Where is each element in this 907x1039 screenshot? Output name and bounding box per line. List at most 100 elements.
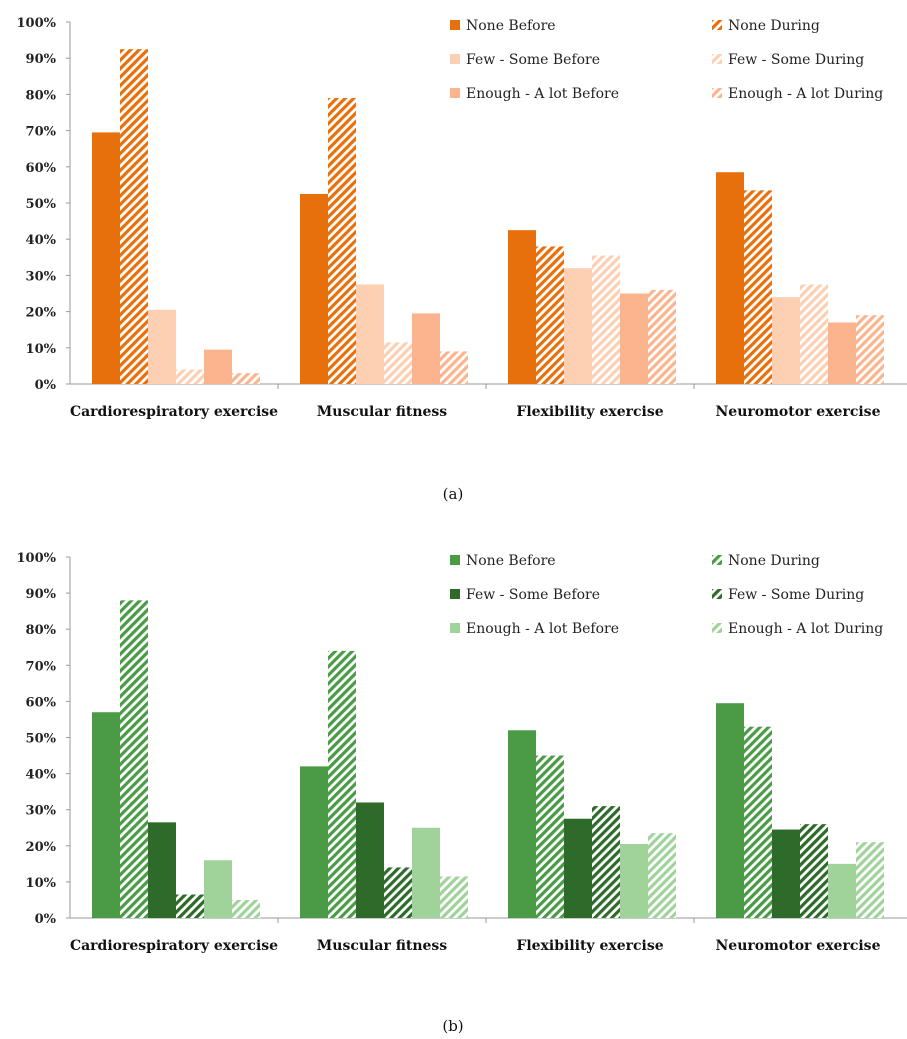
legend-item-few-some-during: Few - Some During [712, 52, 864, 68]
legend-label: Enough - A lot During [728, 621, 883, 637]
y-tick-label: 60% [26, 161, 57, 176]
category-label-muscular-fitness: Muscular fitness [317, 404, 448, 420]
legend-item-enough-a-lot-during: Enough - A lot During [712, 621, 883, 637]
bar-none-during-flexibility-exercise [536, 755, 564, 918]
legend-label: Few - Some Before [466, 587, 600, 603]
legend-label: Few - Some During [728, 52, 864, 68]
legend-swatch [712, 623, 722, 633]
bar-few-some-during-neuromotor-exercise [800, 284, 828, 384]
legend-swatch [712, 20, 722, 30]
bar-enough-a-lot-during-neuromotor-exercise [856, 315, 884, 384]
bar-few-some-during-muscular-fitness [384, 867, 412, 918]
legend-item-few-some-before: Few - Some Before [450, 52, 600, 68]
legend-swatch [712, 88, 722, 98]
y-tick-label: 50% [26, 732, 57, 747]
bar-few-some-before-neuromotor-exercise [772, 829, 800, 918]
category-label-muscular-fitness: Muscular fitness [317, 938, 448, 954]
bar-enough-a-lot-before-flexibility-exercise [620, 843, 648, 918]
y-tick-label: 90% [26, 587, 57, 602]
legend-swatch [712, 54, 722, 64]
bar-enough-a-lot-before-muscular-fitness [412, 313, 440, 384]
legend-item-enough-a-lot-before: Enough - A lot Before [450, 86, 619, 102]
bar-none-during-neuromotor-exercise [744, 726, 772, 918]
legend-item-none-before: None Before [450, 553, 556, 569]
bar-few-some-before-cardiorespiratory-exercise [148, 309, 176, 384]
bar-none-before-cardiorespiratory-exercise [92, 712, 120, 918]
panel-a-label: (a) [443, 485, 464, 503]
legend-item-none-during: None During [712, 18, 820, 34]
bar-enough-a-lot-before-cardiorespiratory-exercise [204, 349, 232, 384]
legend-item-enough-a-lot-during: Enough - A lot During [712, 86, 883, 102]
y-tick-label: 70% [26, 125, 57, 140]
bar-none-before-neuromotor-exercise [716, 703, 744, 918]
bar-few-some-during-muscular-fitness [384, 342, 412, 384]
legend-item-none-during: None During [712, 553, 820, 569]
bar-enough-a-lot-during-muscular-fitness [440, 876, 468, 918]
chart-panel-a: 0% 10% 20% 30% 40% 50% 60% 70% 80% 90% 100% Cardior… [17, 16, 907, 420]
bar-none-during-neuromotor-exercise [744, 190, 772, 384]
bar-enough-a-lot-before-cardiorespiratory-exercise [204, 860, 232, 918]
legend-swatch [712, 555, 722, 565]
bar-enough-a-lot-during-neuromotor-exercise [856, 842, 884, 918]
bar-enough-a-lot-during-cardiorespiratory-exercise [232, 373, 260, 384]
y-tick-label: 40% [26, 233, 57, 248]
legend-swatch [450, 555, 460, 565]
category-label-cardiorespiratory-exercise: Cardiorespiratory exercise [70, 404, 278, 420]
bar-enough-a-lot-before-neuromotor-exercise [828, 863, 856, 918]
legend-label: Few - Some During [728, 587, 864, 603]
y-tick-label: 0% [35, 378, 57, 393]
bar-few-some-before-muscular-fitness [356, 284, 384, 384]
y-tick-label: 50% [26, 197, 57, 212]
bar-enough-a-lot-before-flexibility-exercise [620, 293, 648, 384]
legend-item-enough-a-lot-before: Enough - A lot Before [450, 621, 619, 637]
panel-b-label: (b) [442, 1017, 463, 1035]
category-label-cardiorespiratory-exercise: Cardiorespiratory exercise [70, 938, 278, 954]
bar-none-before-muscular-fitness [300, 193, 328, 384]
y-tick-label: 20% [26, 306, 57, 321]
y-tick-label: 100% [17, 16, 57, 31]
bar-none-before-flexibility-exercise [508, 230, 536, 384]
y-tick-label: 60% [26, 695, 57, 710]
bar-few-some-before-cardiorespiratory-exercise [148, 822, 176, 918]
y-tick-label: 100% [17, 551, 57, 566]
bar-few-some-before-flexibility-exercise [564, 268, 592, 384]
bar-none-during-flexibility-exercise [536, 246, 564, 384]
y-tick-label: 10% [26, 876, 57, 891]
legend-label: None Before [466, 18, 556, 34]
bar-enough-a-lot-during-flexibility-exercise [648, 289, 676, 384]
bar-few-some-during-cardiorespiratory-exercise [176, 369, 204, 384]
bar-few-some-during-cardiorespiratory-exercise [176, 894, 204, 918]
legend-swatch [712, 589, 722, 599]
legend-label: Enough - A lot Before [466, 621, 619, 637]
bar-enough-a-lot-before-neuromotor-exercise [828, 322, 856, 384]
y-tick-label: 30% [26, 269, 57, 284]
bar-enough-a-lot-during-flexibility-exercise [648, 833, 676, 918]
legend-item-few-some-before: Few - Some Before [450, 587, 600, 603]
y-tick-label: 80% [26, 623, 57, 638]
y-tick-label: 0% [35, 912, 57, 927]
legend-swatch [450, 589, 460, 599]
y-tick-label: 10% [26, 342, 57, 357]
legend-label: Enough - A lot During [728, 86, 883, 102]
y-tick-label: 30% [26, 804, 57, 819]
legend-swatch [450, 88, 460, 98]
legend-item-none-before: None Before [450, 18, 556, 34]
y-tick-label: 90% [26, 52, 57, 67]
category-label-neuromotor-exercise: Neuromotor exercise [716, 404, 881, 420]
bar-none-during-muscular-fitness [328, 98, 356, 385]
bar-none-before-neuromotor-exercise [716, 172, 744, 384]
legend-label: Few - Some Before [466, 52, 600, 68]
bar-few-some-before-flexibility-exercise [564, 818, 592, 918]
bar-few-some-during-neuromotor-exercise [800, 824, 828, 918]
category-label-flexibility-exercise: Flexibility exercise [516, 938, 663, 954]
bar-none-during-cardiorespiratory-exercise [120, 600, 148, 918]
category-label-flexibility-exercise: Flexibility exercise [516, 404, 663, 420]
bar-enough-a-lot-before-muscular-fitness [412, 827, 440, 918]
legend-label: None During [728, 553, 820, 569]
legend-label: None Before [466, 553, 556, 569]
bar-none-during-cardiorespiratory-exercise [120, 49, 148, 385]
category-label-neuromotor-exercise: Neuromotor exercise [716, 938, 881, 954]
y-tick-label: 20% [26, 840, 57, 855]
legend-label: None During [728, 18, 820, 34]
